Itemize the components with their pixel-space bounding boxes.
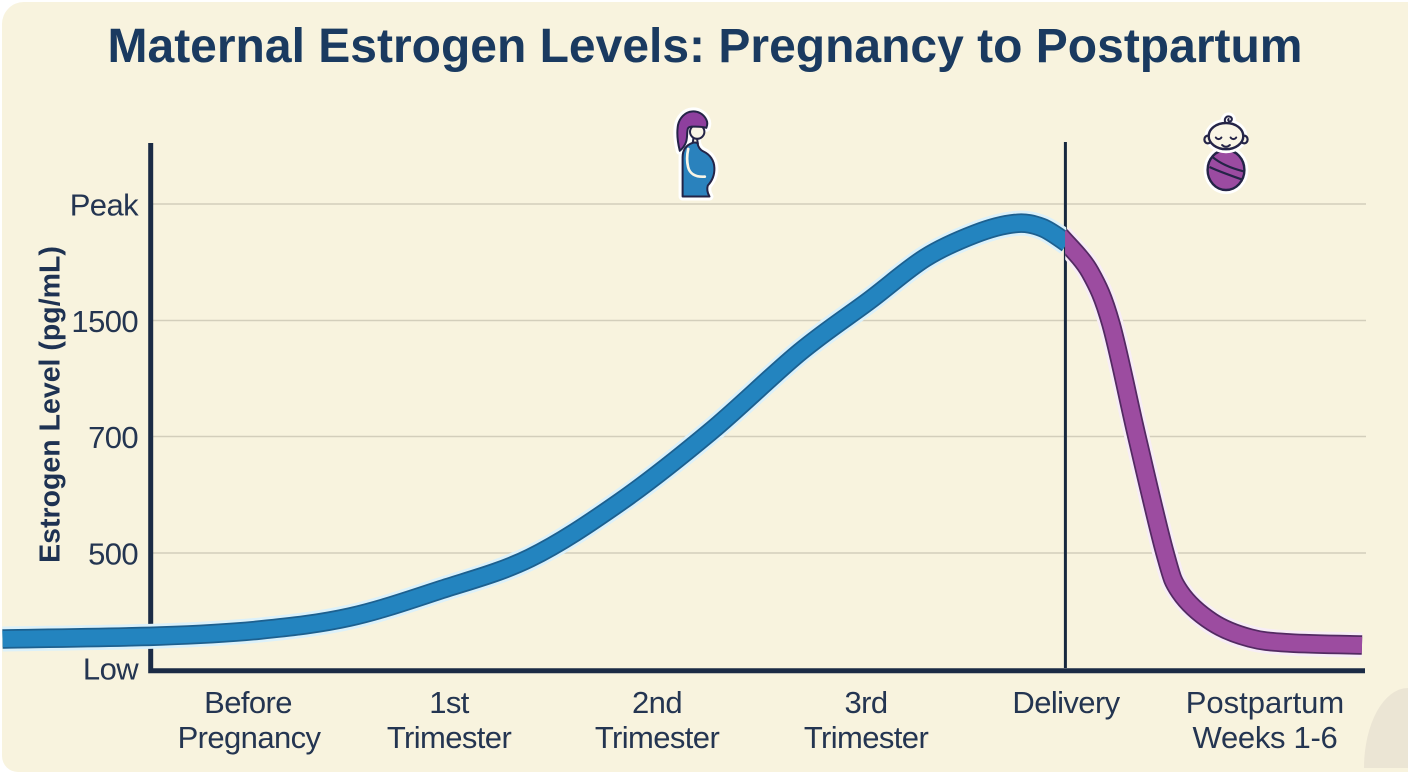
svg-text:Estrogen Level (pg/mL): Estrogen Level (pg/mL) <box>35 246 67 563</box>
svg-text:Trimester: Trimester <box>595 720 720 755</box>
svg-text:Low: Low <box>83 652 139 687</box>
svg-text:1500: 1500 <box>71 304 138 339</box>
svg-text:Weeks 1-6: Weeks 1-6 <box>1193 720 1338 755</box>
svg-text:Postpartum: Postpartum <box>1186 685 1345 720</box>
svg-text:2nd: 2nd <box>632 685 682 720</box>
svg-text:Pregnancy: Pregnancy <box>178 720 322 755</box>
svg-text:3rd: 3rd <box>844 685 887 720</box>
svg-text:500: 500 <box>88 537 138 572</box>
svg-text:Before: Before <box>204 685 292 720</box>
svg-text:Trimester: Trimester <box>387 720 512 755</box>
svg-text:1st: 1st <box>429 685 470 720</box>
svg-text:Delivery: Delivery <box>1012 685 1120 720</box>
svg-text:Maternal Estrogen Levels: Preg: Maternal Estrogen Levels: Pregnancy to P… <box>108 20 1303 73</box>
svg-text:Trimester: Trimester <box>804 720 929 755</box>
svg-text:700: 700 <box>88 420 138 455</box>
svg-text:Peak: Peak <box>70 188 139 223</box>
